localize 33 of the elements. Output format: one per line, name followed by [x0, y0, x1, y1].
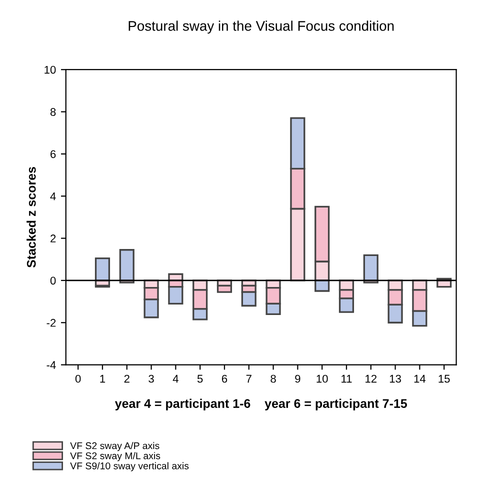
legend-label: VF S9/10 sway vertical axis: [70, 462, 189, 472]
x-tick-label: 9: [295, 374, 300, 383]
x-tick-label: 10: [316, 374, 328, 383]
y-tick-label: -2: [46, 318, 56, 327]
bar: [119, 249, 134, 282]
y-tick-label: 4: [50, 192, 56, 200]
x-tick-label: 3: [148, 374, 154, 383]
chart-title: Postural sway in the Visual Focus condition: [128, 20, 394, 34]
x-tick-label: 6: [222, 374, 228, 383]
x-tick-label: 2: [124, 374, 130, 383]
x-tick-label: 14: [414, 374, 426, 383]
x-tick-label: 5: [197, 374, 203, 383]
x-tick-label: 0: [75, 374, 81, 383]
x-tick-label: 12: [366, 374, 376, 383]
y-tick-label: 6: [50, 150, 56, 158]
y-tick-label: 10: [44, 66, 56, 74]
y-axis-title: Stacked z scores: [26, 166, 36, 268]
legend-label: VF S2 sway M/L axis: [70, 452, 160, 462]
x-tick-label: 1: [100, 374, 106, 383]
y-tick-label: 2: [50, 234, 56, 242]
bar: [94, 257, 110, 282]
x-axis-title: year 4 = participant 1-6 year 6 = participant 7-15: [114, 398, 407, 410]
x-tick-label: 15: [438, 374, 450, 383]
x-tick-label: 11: [342, 374, 352, 383]
y-tick-label: 0: [50, 276, 56, 285]
x-tick-label: 13: [390, 374, 401, 383]
bar: [363, 254, 378, 282]
x-tick-label: 8: [270, 374, 276, 383]
y-tick-label: 8: [50, 108, 56, 116]
x-tick-label: 7: [246, 374, 252, 383]
legend-label: VF S2 sway A/P axis: [70, 442, 160, 452]
x-tick-label: 4: [172, 374, 178, 383]
y-tick-label: -4: [46, 361, 56, 369]
